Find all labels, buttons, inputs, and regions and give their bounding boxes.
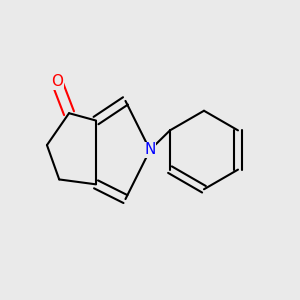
Text: N: N: [144, 142, 156, 158]
Text: O: O: [51, 74, 63, 89]
